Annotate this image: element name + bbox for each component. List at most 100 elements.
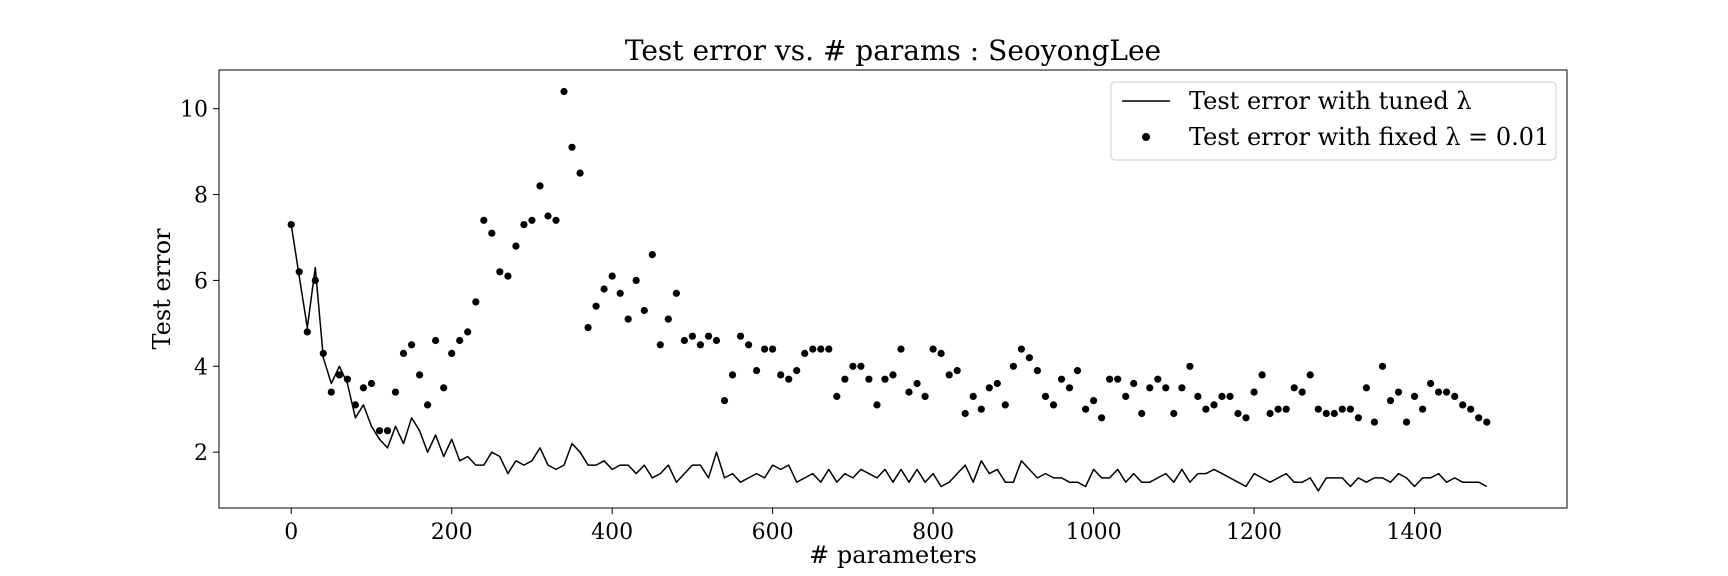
data-point-fixed — [809, 345, 817, 353]
data-point-fixed — [576, 169, 584, 177]
data-point-fixed — [1194, 392, 1202, 400]
data-point-fixed — [793, 367, 801, 375]
data-point-fixed — [1410, 392, 1419, 400]
data-point-fixed — [664, 315, 672, 323]
data-point-fixed — [745, 341, 753, 349]
data-point-fixed — [327, 388, 335, 396]
data-point-fixed — [311, 276, 319, 284]
data-point-fixed — [656, 341, 664, 349]
data-point-fixed — [712, 336, 721, 345]
data-point-fixed — [1242, 414, 1250, 422]
data-point-fixed — [1138, 409, 1146, 418]
data-point-fixed — [1475, 414, 1483, 422]
plot-frame — [218, 69, 1568, 509]
data-point-fixed — [1483, 418, 1491, 426]
data-point-fixed — [1162, 384, 1170, 392]
data-point-fixed — [496, 268, 504, 276]
data-point-fixed — [1049, 401, 1058, 409]
data-point-fixed — [825, 345, 833, 353]
data-point-fixed — [1210, 401, 1218, 409]
data-point-fixed — [456, 336, 464, 345]
x-tick-label: 0 — [284, 520, 298, 545]
data-point-fixed — [801, 349, 809, 357]
y-tick-label: 2 — [194, 441, 208, 466]
data-point-fixed — [520, 221, 528, 229]
data-point-fixed — [1090, 397, 1098, 405]
data-point-fixed — [1001, 401, 1009, 409]
data-point-fixed — [416, 371, 424, 379]
data-point-fixed — [1017, 345, 1025, 353]
data-point-fixed — [1346, 405, 1354, 413]
data-point-fixed — [969, 392, 977, 400]
data-point-fixed — [696, 341, 705, 349]
data-point-fixed — [464, 328, 472, 336]
data-point-fixed — [1122, 392, 1130, 400]
data-point-fixed — [1443, 388, 1451, 396]
data-point-fixed — [769, 345, 777, 353]
data-point-fixed — [913, 379, 921, 388]
data-point-fixed — [1330, 409, 1338, 418]
data-point-fixed — [504, 272, 512, 280]
data-point-fixed — [1009, 362, 1018, 370]
data-point-fixed — [1033, 367, 1041, 375]
data-point-fixed — [817, 345, 825, 353]
data-point-fixed — [1338, 405, 1346, 413]
legend-entry-fixed: Test error with fixed λ = 0.01 — [1189, 123, 1549, 151]
data-point-fixed — [873, 401, 881, 409]
y-axis: 2 4 6 8 10 — [180, 98, 219, 466]
plot-area — [287, 87, 1491, 492]
data-point-fixed — [319, 349, 327, 357]
data-point-fixed — [945, 371, 953, 379]
data-point-fixed — [1290, 384, 1298, 392]
data-point-fixed — [1370, 418, 1378, 426]
data-point-fixed — [1082, 405, 1090, 413]
data-point-fixed — [1378, 362, 1387, 370]
data-point-fixed — [672, 289, 681, 297]
x-tick-label: 1400 — [1387, 520, 1443, 545]
data-point-fixed — [1154, 375, 1162, 383]
x-axis: 0 200 400 600 800 1000 1200 1400 — [284, 508, 1443, 545]
y-tick-label: 6 — [194, 269, 208, 294]
data-point-fixed — [1435, 388, 1443, 396]
data-point-fixed — [584, 324, 592, 332]
data-point-fixed — [1057, 375, 1066, 383]
data-point-fixed — [448, 349, 456, 357]
data-point-fixed — [552, 216, 560, 224]
data-point-fixed — [1250, 388, 1258, 396]
data-point-fixed — [632, 276, 640, 284]
data-point-fixed — [1402, 418, 1411, 426]
legend: Test error with tuned λ Test error with … — [1110, 81, 1557, 161]
data-point-fixed — [937, 349, 945, 357]
data-point-fixed — [993, 379, 1001, 388]
data-point-fixed — [367, 379, 376, 388]
x-tick-label: 800 — [912, 520, 954, 545]
data-point-fixed — [1106, 375, 1114, 383]
data-point-fixed — [648, 251, 656, 259]
data-point-fixed — [1178, 384, 1186, 392]
data-point-fixed — [383, 427, 392, 435]
x-tick-label: 400 — [591, 520, 633, 545]
data-point-fixed — [287, 221, 295, 229]
data-point-fixed — [953, 367, 961, 375]
data-point-fixed — [1098, 414, 1106, 422]
y-tick-label: 4 — [194, 355, 208, 380]
data-point-fixed — [857, 362, 865, 370]
legend-box — [1110, 81, 1557, 161]
data-point-fixed — [1218, 392, 1226, 400]
data-point-fixed — [512, 242, 520, 250]
data-point-fixed — [1322, 409, 1330, 418]
data-point-fixed — [897, 345, 905, 353]
data-point-fixed — [1467, 405, 1475, 413]
x-axis-label: # parameters — [809, 541, 977, 569]
data-point-fixed — [1298, 388, 1306, 396]
data-point-fixed — [753, 367, 761, 375]
data-point-fixed — [1306, 371, 1314, 379]
data-point-fixed — [640, 306, 648, 315]
data-point-fixed — [905, 388, 913, 396]
data-point-fixed — [977, 405, 985, 413]
data-point-fixed — [1314, 405, 1322, 413]
data-point-fixed — [1025, 354, 1033, 362]
data-point-fixed — [608, 272, 616, 280]
data-point-fixed — [929, 345, 937, 353]
data-point-fixed — [1362, 384, 1370, 392]
